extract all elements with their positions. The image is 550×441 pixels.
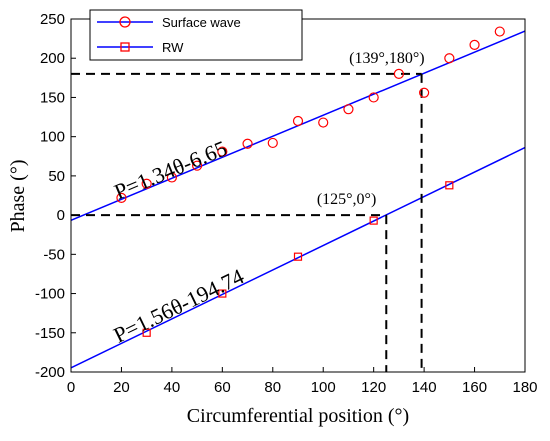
x-tick-label: 60 xyxy=(214,379,231,396)
surface-wave-point xyxy=(166,172,177,183)
legend-box xyxy=(89,9,303,61)
surface-wave-point xyxy=(192,160,203,171)
x-tick-label: 160 xyxy=(462,379,487,396)
x-tick-label: 100 xyxy=(311,379,336,396)
surface-wave-point xyxy=(116,192,127,203)
y-axis-ticks: -200 -150 -100 -50 0 50 100 150 200 250 xyxy=(35,11,76,381)
x-tick-label: 180 xyxy=(512,379,537,396)
legend-marker-rw xyxy=(120,42,130,52)
surface-wave-point xyxy=(368,92,379,103)
legend-label-surface-wave: Surface wave xyxy=(162,15,241,30)
fit-equation-rw: P=1.56θ-194.74 xyxy=(110,263,248,347)
surface-wave-point xyxy=(343,104,354,115)
rw-point xyxy=(445,181,454,190)
annotation-label: (139°,180°) xyxy=(349,50,424,67)
y-tick-label: 250 xyxy=(40,11,65,28)
rw-point xyxy=(293,252,303,261)
rw-point xyxy=(218,289,227,298)
surface-wave-point xyxy=(469,39,480,50)
x-axis-label: Circumferential position (°) xyxy=(187,405,409,427)
surface-wave-point xyxy=(242,138,253,149)
rw-point xyxy=(369,216,378,225)
y-tick-label: 0 xyxy=(57,207,65,224)
surface-wave-point xyxy=(292,115,304,127)
x-tick-label: 20 xyxy=(113,379,130,396)
surface-wave-point xyxy=(267,137,278,149)
y-tick-label: 200 xyxy=(40,50,65,67)
surface-wave-point xyxy=(393,68,404,80)
legend: Surface wave RW xyxy=(89,9,303,61)
y-tick-label: -50 xyxy=(43,246,65,263)
legend-marker-surface-wave xyxy=(119,16,131,28)
legend-label-rw: RW xyxy=(162,40,184,55)
x-tick-label: 0 xyxy=(67,379,75,396)
y-axis-label: Phase (°) xyxy=(7,160,29,233)
y-tick-label: -150 xyxy=(35,325,65,342)
x-tick-label: 40 xyxy=(164,379,181,396)
surface-wave-point xyxy=(444,53,455,64)
surface-wave-point xyxy=(318,117,329,128)
fit-line-rw xyxy=(71,146,525,369)
x-tick-label: 80 xyxy=(264,379,281,396)
x-tick-label: 120 xyxy=(361,379,386,396)
annotations: (139°,180°) (125°,0°) xyxy=(317,50,425,208)
rw-point xyxy=(142,328,151,337)
y-tick-label: 50 xyxy=(48,168,65,185)
surface-wave-point xyxy=(141,178,152,189)
surface-wave-point xyxy=(494,26,505,37)
x-tick-label: 140 xyxy=(412,379,437,396)
y-tick-label: 100 xyxy=(40,129,65,146)
surface-wave-point xyxy=(217,146,228,157)
y-tick-label: 150 xyxy=(40,89,65,106)
fit-equation-surface-wave: P=1.34θ-6.65 xyxy=(111,135,231,204)
fit-equations: P=1.34θ-6.65 P=1.56θ-194.74 xyxy=(110,135,248,347)
guide-lines xyxy=(71,72,423,372)
y-tick-label: -200 xyxy=(35,364,65,381)
y-tick-label: -100 xyxy=(35,286,65,303)
surface-wave-point xyxy=(419,87,430,98)
annotation-label: (125°,0°) xyxy=(317,191,376,208)
x-axis-ticks: 0 20 40 60 80 100 120 140 160 180 xyxy=(67,367,538,396)
data-points xyxy=(116,26,505,337)
